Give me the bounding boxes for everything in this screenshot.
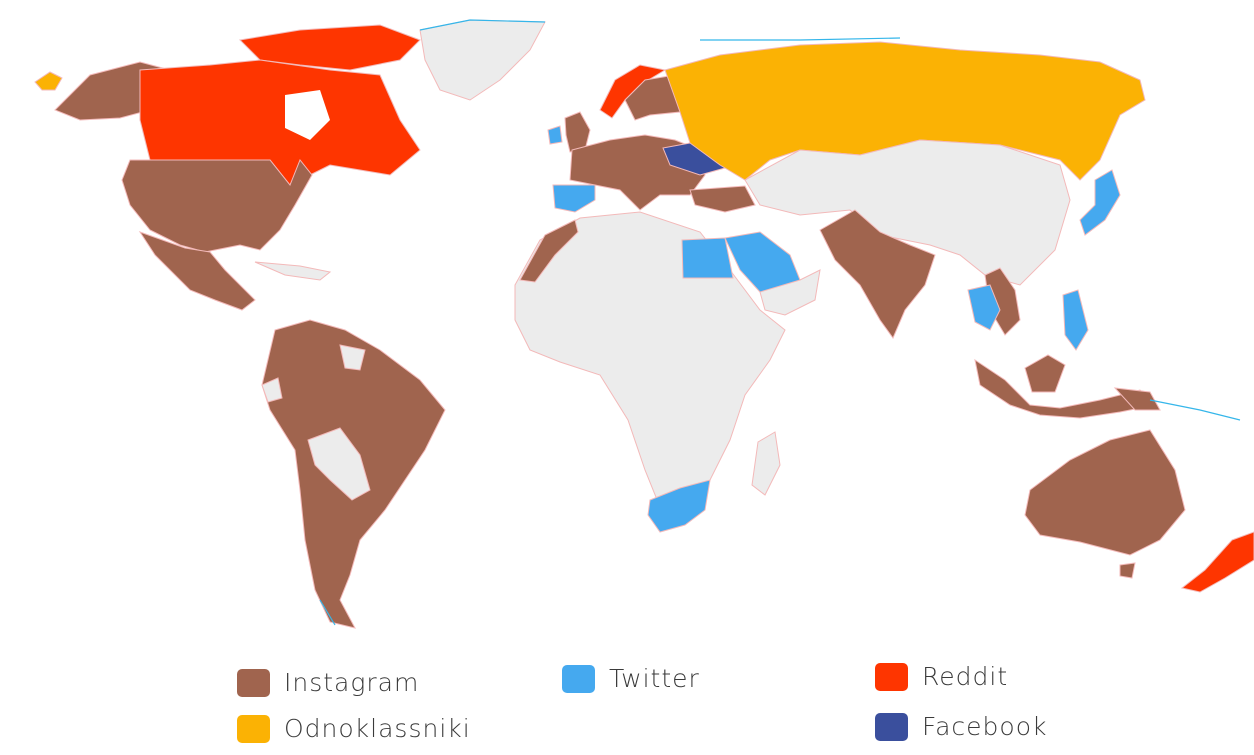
region-mexico [138,231,256,311]
legend-label-twitter: Twitter [609,664,700,693]
region-thailand [967,284,1001,331]
region-egypt [681,237,734,279]
coastline [1149,399,1241,421]
legend-swatch-odnoklassniki [237,714,270,743]
legend-label-reddit: Reddit [922,662,1009,691]
legend-label-odnoklassniki: Odnoklassniki [284,714,471,743]
region-borneo [1024,354,1066,393]
legend-item-instagram: Instagram [237,668,419,697]
legend-label-instagram: Instagram [284,668,420,697]
legend-item-reddit: Reddit [875,662,1008,691]
coastline [319,599,336,626]
region-south-africa [647,479,711,533]
region-new-guinea [1113,387,1161,411]
coastline [419,19,546,31]
region-hudson-bay [285,90,330,140]
legend-item-twitter: Twitter [562,664,700,693]
legend-swatch-twitter [562,664,595,693]
region-central-asia [744,139,1071,286]
legend-swatch-facebook [875,712,908,741]
region-morocco [519,219,579,283]
region-africa [514,211,786,513]
region-india [819,209,936,340]
region-spain [552,184,596,213]
region-arabia-other [759,269,821,316]
region-madagascar [751,431,781,496]
region-australia [1024,429,1186,556]
world-map [34,19,1254,629]
legend-item-odnoklassniki: Odnoklassniki [237,714,471,743]
region-philippines [1062,289,1089,351]
coastline [700,37,901,41]
region-norway [599,64,667,119]
region-tasmania [1119,562,1136,579]
region-turkey [689,185,756,213]
world-map-svg [34,19,1254,629]
legend-label-facebook: Facebook [922,712,1048,741]
region-japan [1079,169,1121,236]
region-usa [121,159,313,253]
legend-swatch-reddit [875,662,908,691]
region-greenland [419,19,546,101]
region-ecuador [261,377,283,403]
region-russia [664,41,1146,181]
legend: Instagram Odnoklassniki Twitter Reddit F… [0,640,1254,755]
region-alaska-tip [34,71,63,91]
legend-item-facebook: Facebook [875,712,1047,741]
region-guianas [339,344,366,371]
region-new-zealand [1180,531,1254,593]
region-ireland [547,125,563,145]
region-bolivia [307,427,371,501]
region-caribbean [254,261,332,281]
legend-swatch-instagram [237,668,270,697]
